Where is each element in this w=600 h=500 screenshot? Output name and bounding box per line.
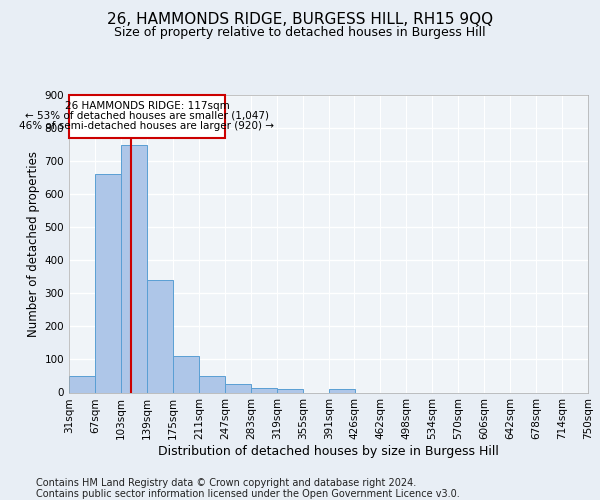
Text: Size of property relative to detached houses in Burgess Hill: Size of property relative to detached ho… bbox=[114, 26, 486, 39]
Bar bbox=[225, 384, 251, 392]
Text: 46% of semi-detached houses are larger (920) →: 46% of semi-detached houses are larger (… bbox=[19, 121, 274, 131]
Bar bbox=[147, 280, 173, 392]
FancyBboxPatch shape bbox=[69, 95, 225, 138]
Text: Contains public sector information licensed under the Open Government Licence v3: Contains public sector information licen… bbox=[36, 489, 460, 499]
Bar bbox=[277, 389, 303, 392]
Bar bbox=[251, 388, 277, 392]
Bar bbox=[121, 144, 147, 392]
X-axis label: Distribution of detached houses by size in Burgess Hill: Distribution of detached houses by size … bbox=[158, 445, 499, 458]
Text: Contains HM Land Registry data © Crown copyright and database right 2024.: Contains HM Land Registry data © Crown c… bbox=[36, 478, 416, 488]
Y-axis label: Number of detached properties: Number of detached properties bbox=[28, 151, 40, 337]
Text: 26 HAMMONDS RIDGE: 117sqm: 26 HAMMONDS RIDGE: 117sqm bbox=[65, 100, 229, 110]
Text: ← 53% of detached houses are smaller (1,047): ← 53% of detached houses are smaller (1,… bbox=[25, 110, 269, 120]
Bar bbox=[329, 389, 355, 392]
Bar bbox=[173, 356, 199, 393]
Bar bbox=[69, 376, 95, 392]
Bar bbox=[199, 376, 225, 392]
Bar bbox=[95, 174, 121, 392]
Text: 26, HAMMONDS RIDGE, BURGESS HILL, RH15 9QQ: 26, HAMMONDS RIDGE, BURGESS HILL, RH15 9… bbox=[107, 12, 493, 28]
